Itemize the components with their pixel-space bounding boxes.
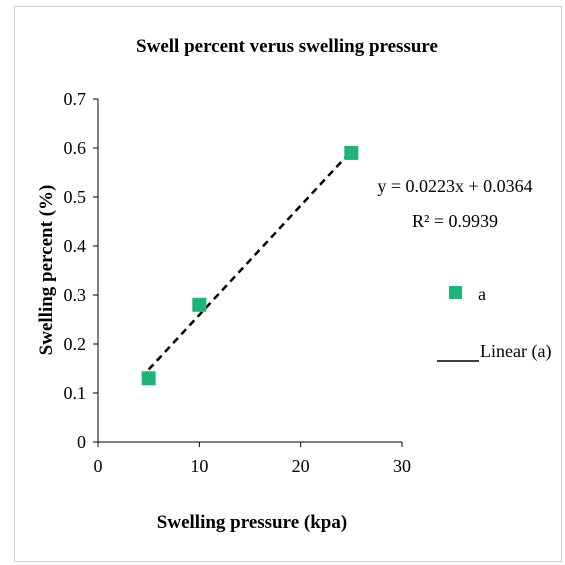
x-tick-label: 10 (190, 456, 208, 476)
y-tick-label: 0.6 (64, 138, 87, 158)
trendline (147, 150, 353, 371)
chart-frame (14, 6, 562, 562)
y-tick-label: 0.4 (64, 236, 87, 256)
x-tick-label: 20 (292, 456, 310, 476)
y-tick-label: 0.5 (64, 187, 87, 207)
legend-label-linear: Linear (a) (480, 341, 551, 362)
y-tick-label: 0.7 (64, 89, 87, 109)
x-axis-title: Swelling pressure (kpa) (157, 512, 347, 533)
legend-marker-a (449, 286, 462, 299)
legend-label-a: a (478, 284, 486, 304)
y-tick-label: 0.1 (64, 383, 87, 403)
data-point (192, 297, 207, 312)
y-ticks: 0 0.1 0.2 0.3 0.4 0.5 0.6 0.7 (64, 89, 98, 452)
y-axis-title: Swelling percent (%) (36, 185, 57, 356)
trendline-equation: y = 0.0223x + 0.0364 (377, 176, 532, 196)
chart-title: Swell percent verus swelling pressure (136, 36, 438, 57)
y-tick-label: 0.3 (64, 285, 87, 305)
y-tick-label: 0.2 (64, 334, 87, 354)
x-ticks: 0 10 20 30 (94, 442, 411, 476)
data-points (141, 145, 359, 386)
data-point (141, 371, 156, 386)
data-point (344, 145, 359, 160)
x-tick-label: 0 (94, 456, 103, 476)
y-tick-label: 0 (77, 432, 86, 452)
x-tick-label: 30 (393, 456, 411, 476)
trendline-r-squared: R² = 0.9939 (412, 211, 498, 231)
